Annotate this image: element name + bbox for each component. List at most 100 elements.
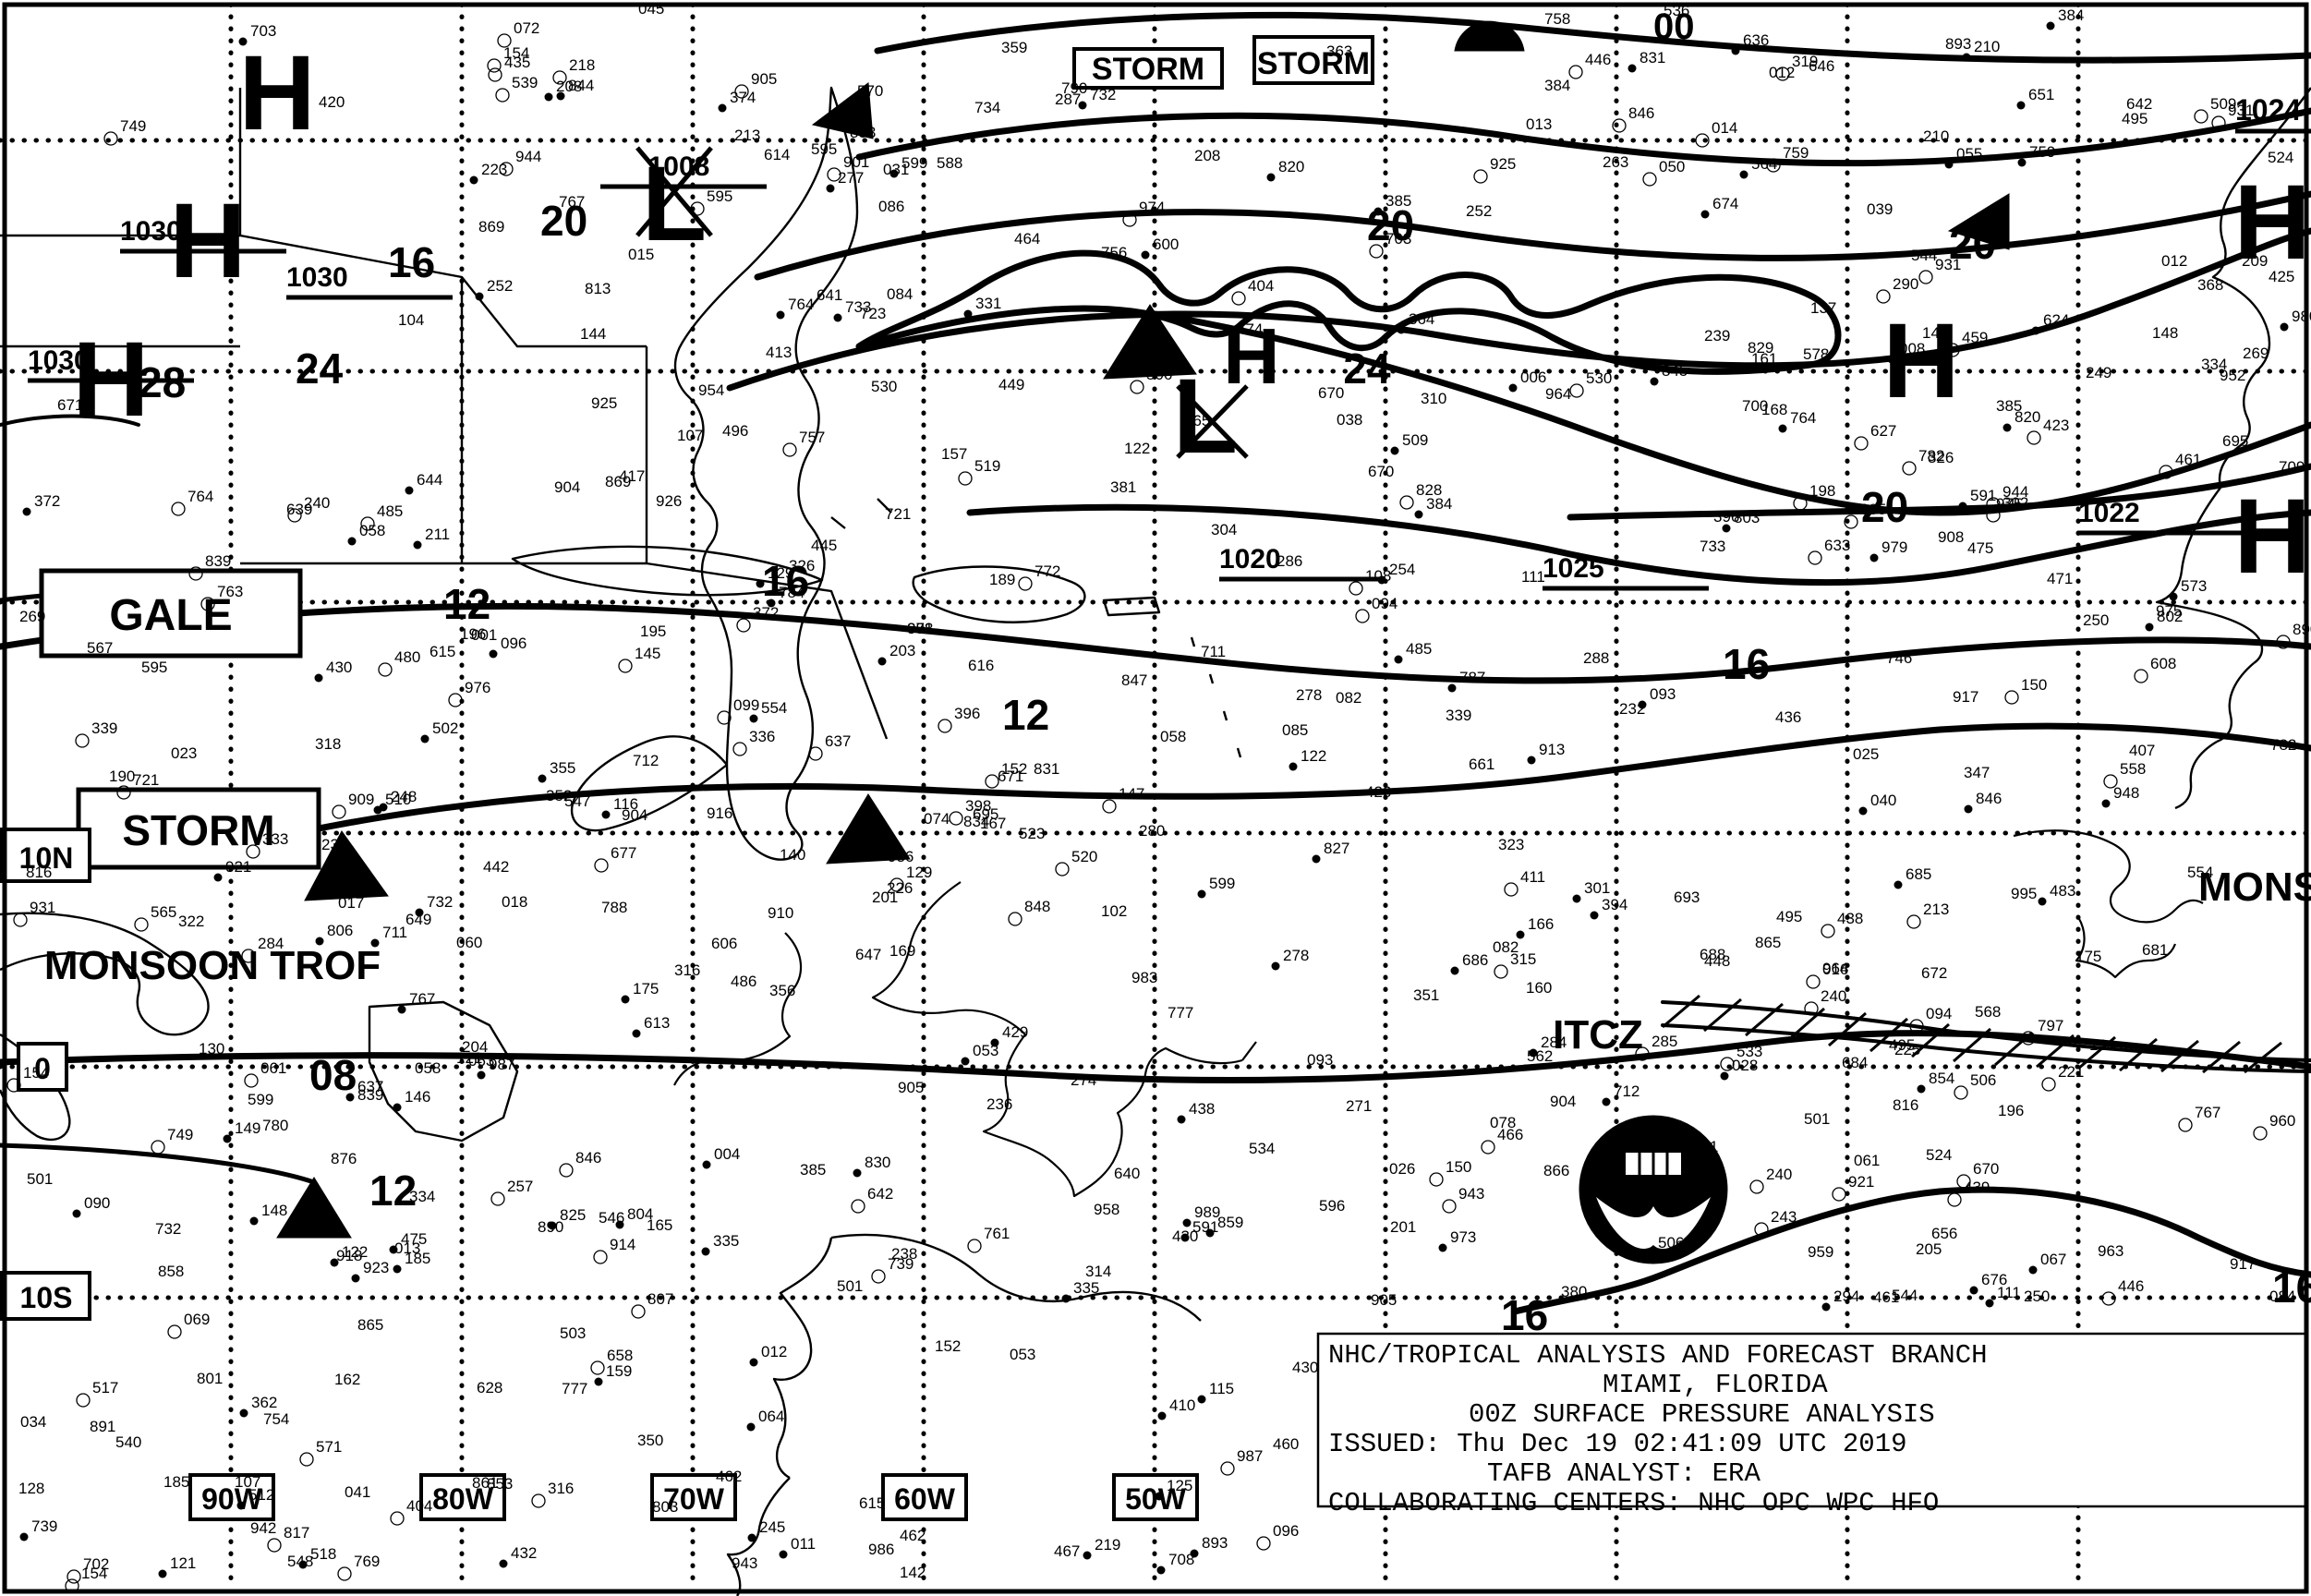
svg-text:591: 591 bbox=[1970, 487, 1996, 504]
svg-text:600: 600 bbox=[1153, 236, 1179, 253]
svg-text:973: 973 bbox=[1450, 1228, 1476, 1246]
svg-text:942: 942 bbox=[250, 1519, 276, 1537]
svg-text:008: 008 bbox=[1899, 340, 1925, 357]
svg-text:865: 865 bbox=[1755, 934, 1781, 951]
svg-text:104: 104 bbox=[398, 311, 424, 329]
svg-text:154: 154 bbox=[81, 1565, 107, 1582]
svg-text:764: 764 bbox=[188, 488, 213, 505]
svg-text:318: 318 bbox=[315, 735, 341, 753]
svg-text:777: 777 bbox=[562, 1380, 587, 1397]
svg-text:384: 384 bbox=[1544, 77, 1570, 94]
svg-text:28: 28 bbox=[139, 358, 186, 406]
svg-text:210: 210 bbox=[1974, 38, 2000, 55]
svg-text:948: 948 bbox=[2113, 784, 2139, 802]
svg-text:671: 671 bbox=[57, 396, 83, 414]
svg-text:767: 767 bbox=[2195, 1104, 2220, 1121]
svg-text:893: 893 bbox=[1945, 35, 1971, 53]
svg-text:756: 756 bbox=[1101, 244, 1127, 261]
svg-text:670: 670 bbox=[1318, 384, 1344, 402]
svg-text:339: 339 bbox=[1446, 707, 1471, 724]
svg-text:989: 989 bbox=[1194, 1203, 1220, 1221]
svg-text:24: 24 bbox=[1343, 345, 1391, 393]
svg-text:334: 334 bbox=[409, 1188, 435, 1205]
svg-text:780: 780 bbox=[262, 1117, 288, 1134]
svg-text:721: 721 bbox=[885, 505, 911, 523]
svg-text:764: 764 bbox=[1790, 409, 1816, 427]
svg-text:236: 236 bbox=[986, 1095, 1012, 1113]
svg-text:053: 053 bbox=[973, 1042, 998, 1059]
svg-text:524: 524 bbox=[1926, 1146, 1952, 1164]
svg-text:221: 221 bbox=[2058, 1063, 2084, 1081]
svg-text:147: 147 bbox=[1119, 785, 1144, 803]
svg-text:061: 061 bbox=[260, 1059, 286, 1077]
svg-text:235: 235 bbox=[321, 836, 347, 853]
svg-text:368: 368 bbox=[2197, 276, 2223, 294]
svg-text:641: 641 bbox=[817, 286, 842, 304]
svg-text:438: 438 bbox=[1189, 1100, 1215, 1118]
svg-text:196: 196 bbox=[1998, 1102, 2024, 1119]
svg-text:599: 599 bbox=[1209, 875, 1235, 892]
svg-text:404: 404 bbox=[1248, 277, 1274, 295]
svg-text:201: 201 bbox=[1390, 1218, 1416, 1236]
svg-text:506: 506 bbox=[1146, 366, 1172, 383]
svg-text:1030: 1030 bbox=[120, 216, 182, 247]
svg-text:1025: 1025 bbox=[1543, 553, 1604, 584]
svg-text:347: 347 bbox=[1964, 764, 1990, 781]
svg-text:558: 558 bbox=[2120, 760, 2146, 778]
svg-text:905: 905 bbox=[1371, 1291, 1397, 1309]
svg-text:148: 148 bbox=[2152, 324, 2178, 342]
svg-text:129: 129 bbox=[906, 864, 932, 881]
svg-text:544: 544 bbox=[1911, 247, 1937, 264]
svg-text:921: 921 bbox=[225, 858, 251, 876]
svg-text:845: 845 bbox=[1662, 362, 1688, 380]
svg-text:462: 462 bbox=[900, 1527, 926, 1544]
svg-text:757: 757 bbox=[799, 429, 825, 446]
svg-text:533: 533 bbox=[1736, 1043, 1762, 1060]
svg-text:685: 685 bbox=[1906, 865, 1931, 883]
svg-text:60W: 60W bbox=[894, 1482, 956, 1516]
svg-text:831: 831 bbox=[1034, 760, 1059, 778]
svg-text:565: 565 bbox=[151, 903, 176, 921]
svg-text:430: 430 bbox=[326, 659, 352, 676]
svg-text:446: 446 bbox=[1585, 51, 1611, 68]
svg-text:125: 125 bbox=[1167, 1477, 1192, 1494]
svg-text:039: 039 bbox=[1867, 200, 1893, 218]
svg-text:921: 921 bbox=[1848, 1173, 1874, 1191]
svg-text:846: 846 bbox=[575, 1149, 601, 1167]
svg-text:102: 102 bbox=[1101, 902, 1127, 920]
svg-text:315: 315 bbox=[1510, 950, 1536, 968]
svg-text:461: 461 bbox=[2175, 451, 2201, 468]
svg-text:986: 986 bbox=[868, 1541, 894, 1558]
svg-text:608: 608 bbox=[2150, 655, 2176, 672]
svg-text:534: 534 bbox=[1249, 1140, 1275, 1157]
svg-text:365: 365 bbox=[1184, 412, 1210, 429]
svg-text:974: 974 bbox=[1139, 199, 1165, 216]
svg-text:891: 891 bbox=[90, 1418, 115, 1435]
svg-text:245: 245 bbox=[759, 1518, 785, 1536]
svg-text:803: 803 bbox=[1734, 509, 1760, 526]
svg-text:644: 644 bbox=[417, 471, 442, 489]
svg-text:540: 540 bbox=[115, 1433, 141, 1451]
svg-text:24: 24 bbox=[296, 345, 344, 393]
svg-text:169: 169 bbox=[889, 942, 915, 960]
svg-text:144: 144 bbox=[580, 325, 606, 343]
svg-text:817: 817 bbox=[284, 1524, 309, 1542]
svg-text:302: 302 bbox=[2002, 494, 2028, 512]
svg-text:925: 925 bbox=[591, 394, 617, 412]
svg-text:858: 858 bbox=[158, 1263, 184, 1280]
svg-text:NHC/TROPICAL ANALYSIS AND FORE: NHC/TROPICAL ANALYSIS AND FORECAST BRANC… bbox=[1328, 1340, 1988, 1371]
svg-text:150: 150 bbox=[2021, 676, 2047, 694]
svg-text:16: 16 bbox=[388, 238, 435, 286]
svg-text:085: 085 bbox=[1282, 721, 1308, 739]
svg-text:208: 208 bbox=[1194, 147, 1220, 164]
svg-text:058: 058 bbox=[415, 1059, 441, 1077]
svg-text:767: 767 bbox=[559, 193, 585, 211]
svg-text:339: 339 bbox=[91, 719, 117, 737]
svg-text:979: 979 bbox=[1881, 538, 1907, 556]
svg-text:069: 069 bbox=[184, 1311, 210, 1328]
svg-text:803: 803 bbox=[652, 1498, 678, 1516]
svg-text:239: 239 bbox=[1704, 327, 1730, 345]
svg-text:865: 865 bbox=[357, 1316, 383, 1334]
svg-text:854: 854 bbox=[1929, 1070, 1954, 1087]
svg-text:976: 976 bbox=[465, 679, 490, 696]
